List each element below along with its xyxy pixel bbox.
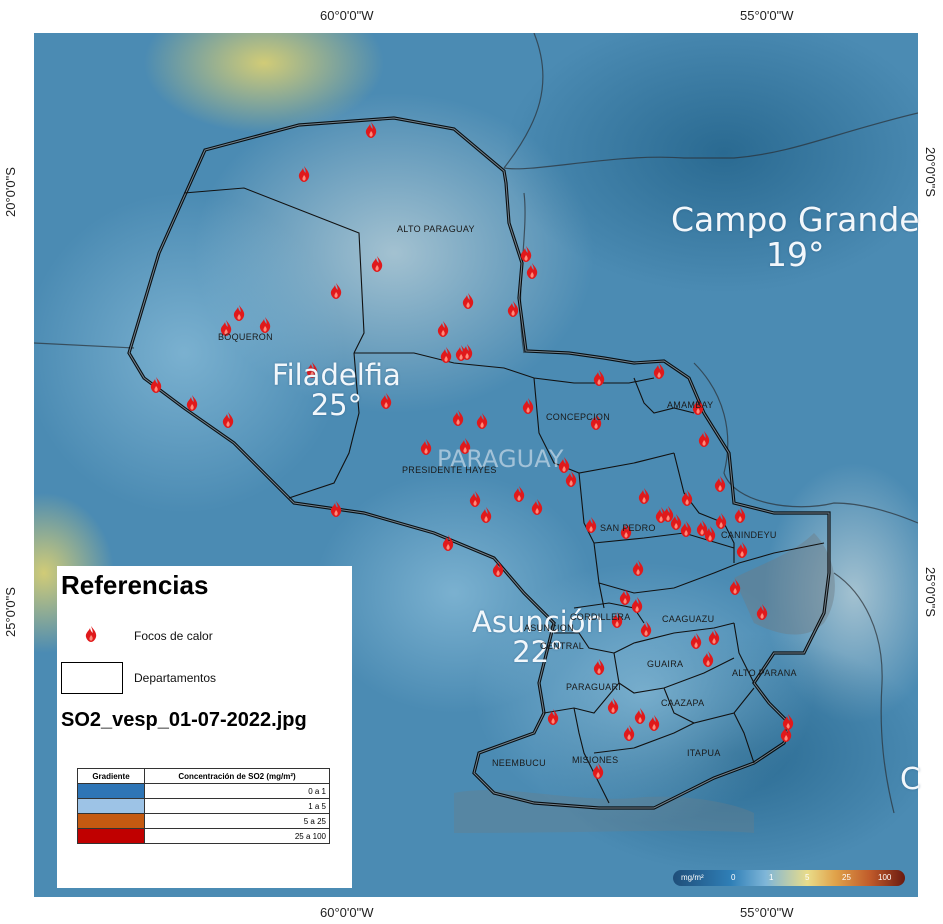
dept-label-misiones: MISIONES xyxy=(572,755,619,765)
dept-label-alto-parana: ALTO PARANA xyxy=(732,668,797,678)
gradient-row: 1 a 5 xyxy=(77,798,330,814)
colorbar-tick: 1 xyxy=(769,873,774,882)
map-frame xyxy=(34,33,918,897)
dept-label-alto-paraguay: ALTO PARAGUAY xyxy=(397,224,475,234)
city-temperature: 25° xyxy=(310,388,363,423)
gradient-range: 0 a 1 xyxy=(144,783,330,799)
left-latitude-tick-25s: 25°0'0"S xyxy=(3,587,18,637)
bottom-longitude-tick-55w: 55°0'0"W xyxy=(740,905,794,920)
legend-title: Referencias xyxy=(61,570,209,600)
gradient-column-header: Gradiente xyxy=(77,768,145,784)
city-name: Asunción xyxy=(472,605,604,639)
gradient-range: 25 a 100 xyxy=(144,828,330,844)
dept-label-asuncion: ASUNCION xyxy=(524,623,574,633)
dept-label-presidente-hayes: PRESIDENTE HAYES xyxy=(402,465,497,475)
gradient-swatch xyxy=(77,813,145,829)
gradient-range: 5 a 25 xyxy=(144,813,330,829)
gradient-swatch xyxy=(77,798,145,814)
dept-label-itapua: ITAPUA xyxy=(687,748,721,758)
dept-label-caaguazu: CAAGUAZU xyxy=(662,614,715,624)
basemap-city-campo-grande: Campo Grande 19° xyxy=(671,200,920,274)
basemap-edge-label: C xyxy=(900,762,921,797)
gradient-table: Gradiente Concentración de SO2 (mg/m²) 0… xyxy=(77,768,330,844)
legend-departments-label: Departamentos xyxy=(134,671,217,685)
dept-label-san-pedro: SAN PEDRO xyxy=(600,523,656,533)
map-legend: Referencias Focos de calor Departamentos… xyxy=(57,566,352,888)
hotspot-fire-icon xyxy=(85,626,97,642)
gradient-swatch xyxy=(77,783,145,799)
top-longitude-tick-55w: 55°0'0"W xyxy=(740,8,794,23)
gradient-row: 25 a 100 xyxy=(77,828,330,844)
legend-file-name: SO2_vesp_01-07-2022.jpg xyxy=(61,709,307,731)
dept-label-boqueron: BOQUERON xyxy=(218,332,273,342)
colorbar-tick: 100 xyxy=(878,873,892,882)
gradient-table-header: Gradiente Concentración de SO2 (mg/m²) xyxy=(77,768,330,784)
gradient-row: 5 a 25 xyxy=(77,813,330,829)
left-latitude-tick-20s: 20°0'0"S xyxy=(3,167,18,217)
city-name: Campo Grande xyxy=(671,200,920,239)
basemap-city-asuncion: Asunción 22° xyxy=(472,607,604,668)
dept-label-cordillera: CORDILLERA xyxy=(570,612,631,622)
departments-swatch xyxy=(61,662,123,694)
map-canvas xyxy=(34,33,918,897)
dept-label-caazapa: CAAZAPA xyxy=(661,698,705,708)
right-latitude-tick-20s: 20°0'0"S xyxy=(923,147,938,197)
gradient-swatch xyxy=(77,828,145,844)
top-longitude-tick-60w: 60°0'0"W xyxy=(320,8,374,23)
colorbar-unit: mg/m² xyxy=(681,873,704,882)
dept-label-amambay: AMAMBAY xyxy=(667,400,714,410)
city-temperature: 22° xyxy=(512,635,564,670)
gradient-range: 1 a 5 xyxy=(144,798,330,814)
city-temperature: 19° xyxy=(766,234,825,274)
dept-label-paraguari: PARAGUARI xyxy=(566,682,622,692)
basemap-city-filadelfia: Filadelfia 25° xyxy=(272,360,401,421)
city-name: Filadelfia xyxy=(272,358,401,392)
bottom-longitude-tick-60w: 60°0'0"W xyxy=(320,905,374,920)
dept-label-guaira: GUAIRA xyxy=(647,659,684,669)
dept-label-canindeyu: CANINDEYU xyxy=(721,530,777,540)
gradient-row: 0 a 1 xyxy=(77,783,330,799)
concentration-column-header: Concentración de SO2 (mg/m²) xyxy=(144,768,330,784)
dept-label-central: CENTRAL xyxy=(540,641,585,651)
right-latitude-tick-25s: 25°0'0"S xyxy=(923,567,938,617)
colorbar-tick: 5 xyxy=(805,873,810,882)
legend-hotspots-label: Focos de calor xyxy=(134,629,213,643)
country-label: PARAGUAY xyxy=(437,445,564,473)
dept-label-concepcion: CONCEPCION xyxy=(546,412,611,422)
so2-colorbar xyxy=(673,870,905,886)
colorbar-tick: 0 xyxy=(731,873,736,882)
colorbar-tick: 25 xyxy=(842,873,851,882)
dept-label-neembucu: NEEMBUCU xyxy=(492,758,546,768)
